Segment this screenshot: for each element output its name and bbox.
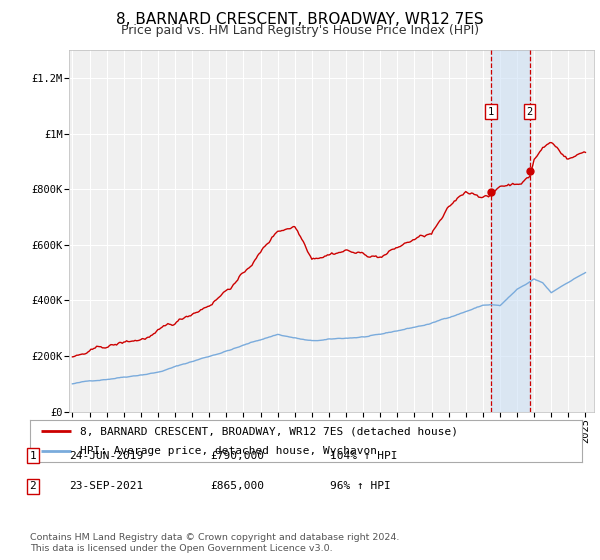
Text: 8, BARNARD CRESCENT, BROADWAY, WR12 7ES (detached house): 8, BARNARD CRESCENT, BROADWAY, WR12 7ES … (80, 426, 458, 436)
Text: 8, BARNARD CRESCENT, BROADWAY, WR12 7ES: 8, BARNARD CRESCENT, BROADWAY, WR12 7ES (116, 12, 484, 27)
Text: 96% ↑ HPI: 96% ↑ HPI (330, 482, 391, 491)
Text: 2: 2 (526, 106, 533, 116)
Text: £865,000: £865,000 (210, 482, 264, 491)
Text: 23-SEP-2021: 23-SEP-2021 (69, 482, 143, 491)
Text: 1: 1 (29, 451, 37, 460)
Text: £790,000: £790,000 (210, 451, 264, 460)
Text: 104% ↑ HPI: 104% ↑ HPI (330, 451, 398, 460)
Text: 1: 1 (488, 106, 494, 116)
Text: 24-JUN-2019: 24-JUN-2019 (69, 451, 143, 460)
Text: Price paid vs. HM Land Registry's House Price Index (HPI): Price paid vs. HM Land Registry's House … (121, 24, 479, 36)
Text: Contains HM Land Registry data © Crown copyright and database right 2024.
This d: Contains HM Land Registry data © Crown c… (30, 533, 400, 553)
Text: 2: 2 (29, 482, 37, 491)
Bar (491, 50, 530, 412)
Text: HPI: Average price, detached house, Wychavon: HPI: Average price, detached house, Wych… (80, 446, 377, 456)
